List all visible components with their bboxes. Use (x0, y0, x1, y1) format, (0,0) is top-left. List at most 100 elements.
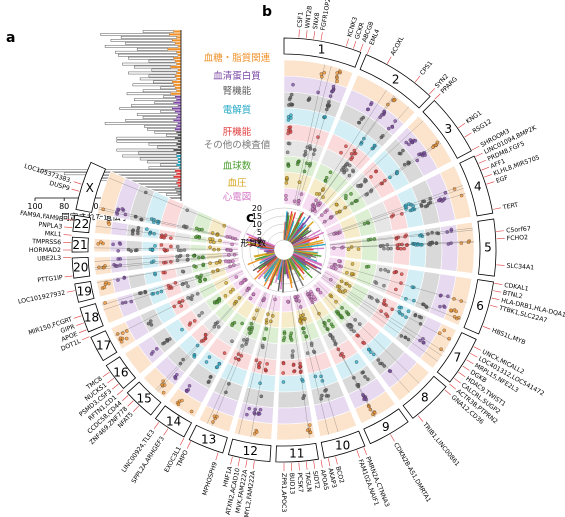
bar-segment (173, 57, 181, 60)
trait-point (347, 173, 352, 178)
trait-point (288, 125, 293, 129)
gene-connector (466, 359, 474, 365)
trait-point (169, 236, 173, 240)
trait-point (197, 313, 201, 318)
trait-point (320, 393, 324, 398)
trait-point (217, 362, 222, 366)
bar-segment (167, 48, 181, 51)
gene-connector (179, 437, 185, 446)
gene-connector (390, 434, 395, 442)
gene-label: TERT (501, 202, 519, 212)
trait-point (328, 170, 333, 175)
trait-point (262, 337, 267, 341)
trait-point (379, 267, 383, 272)
trait-point (284, 197, 288, 202)
ring-band (455, 221, 475, 274)
gene-connector (496, 230, 505, 232)
gene-connector (363, 447, 368, 456)
trait-point (407, 142, 411, 147)
locus-line (314, 284, 410, 393)
bar-segment (178, 134, 181, 137)
locus-line (250, 295, 277, 438)
trait-points (94, 64, 474, 439)
trait-point (386, 269, 391, 274)
bar-segment (175, 60, 181, 63)
gene-connector (414, 75, 421, 83)
trait-point (103, 301, 107, 305)
trait-point (191, 254, 196, 258)
trait-point (323, 179, 328, 183)
trait-point (180, 327, 184, 332)
chromosome-label: 19 (77, 285, 92, 299)
count-ring (241, 207, 327, 293)
trait-point (304, 334, 308, 339)
trait-point (295, 162, 300, 167)
trait-point (165, 339, 170, 343)
gene-connector (245, 459, 248, 468)
locus-line (103, 264, 241, 310)
chromosome-segment (459, 155, 494, 217)
trait-point (334, 202, 339, 207)
chromosome-label: 16 (113, 365, 128, 379)
trait-point (287, 97, 292, 102)
trait-point (201, 338, 206, 343)
trait-point (260, 343, 265, 348)
trait-point (161, 341, 165, 346)
locus-line (321, 276, 439, 362)
trait-point (410, 140, 414, 145)
trait-point (305, 161, 309, 166)
gene-connector (64, 275, 73, 278)
gene-label: CSF1 (297, 12, 305, 28)
locus-line (211, 292, 267, 426)
trait-point (247, 406, 252, 411)
bar-total (160, 86, 176, 90)
chromosome-segment (79, 303, 104, 333)
trait-point (281, 361, 286, 366)
locus-line (329, 241, 474, 249)
gene-connector (484, 174, 492, 178)
gene-label: APOA5 (319, 469, 330, 491)
locus-line (94, 247, 239, 250)
trait-point (160, 382, 164, 387)
legend-entry: 血糖・脂質関連 (204, 52, 271, 64)
chromosome-label: 21 (72, 238, 87, 252)
trait-point (350, 155, 355, 160)
bar-segment (175, 42, 181, 45)
trait-point (308, 147, 313, 151)
bar-segment (176, 89, 181, 92)
bar-segment (173, 119, 181, 122)
trait-point (195, 226, 199, 231)
ring-band (406, 115, 453, 170)
bar-segment (169, 33, 181, 36)
chromosome-segment (74, 280, 95, 303)
trait-point (307, 96, 312, 101)
trait-point (177, 300, 181, 305)
bar-segment (175, 110, 181, 113)
trait-point (331, 324, 335, 329)
gene-connector (313, 460, 316, 469)
gene-label: BTNL2 (502, 290, 523, 301)
bar-segment (173, 148, 181, 152)
trait-point (258, 407, 263, 412)
chromosome-label: 11 (289, 447, 304, 461)
bar-total (134, 65, 172, 69)
bar-total (119, 107, 173, 110)
gene-connector (64, 226, 73, 229)
bar-segment (176, 125, 181, 128)
bar-segment (172, 80, 181, 83)
trait-point (161, 379, 165, 383)
trait-point (335, 71, 339, 75)
gene-label: CPS1 (419, 60, 434, 77)
bar-total (104, 122, 179, 125)
trait-point (185, 389, 189, 394)
trait-point (428, 200, 433, 205)
trait-point (213, 322, 218, 326)
legend-entry: 腎機能 (223, 85, 252, 97)
trait-point (347, 324, 352, 328)
bar-total (116, 136, 176, 140)
trait-point (441, 198, 446, 202)
trait-point (281, 380, 286, 384)
